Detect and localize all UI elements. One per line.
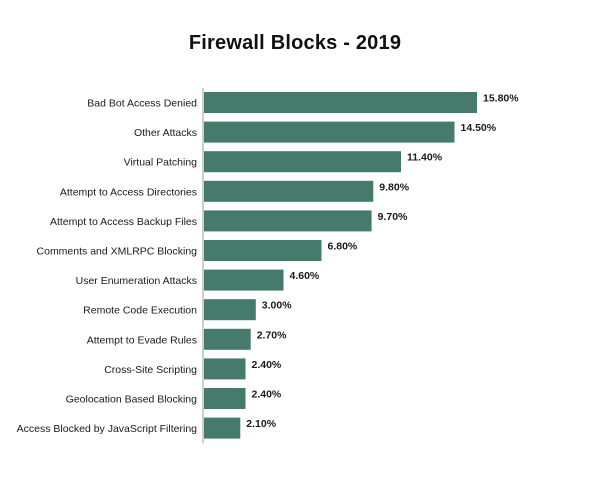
- bar: [204, 210, 372, 232]
- value-label: 6.80%: [328, 241, 358, 253]
- value-label: 2.70%: [257, 329, 287, 341]
- category-label: Geolocation Based Blocking: [66, 394, 197, 406]
- category-label: Virtual Patching: [124, 157, 198, 169]
- value-label: 2.40%: [252, 359, 282, 371]
- category-label: Attempt to Evade Rules: [87, 334, 197, 346]
- category-label: User Enumeration Attacks: [76, 275, 197, 287]
- value-label: 11.40%: [407, 152, 443, 164]
- bar: [204, 92, 477, 113]
- value-label: 9.70%: [378, 211, 408, 223]
- category-label: Bad Bot Access Denied: [87, 98, 197, 110]
- bar: [204, 358, 246, 380]
- bar: [204, 417, 241, 439]
- value-label: 14.50%: [461, 122, 497, 134]
- category-label: Remote Code Execution: [83, 305, 197, 317]
- bar: [204, 328, 251, 350]
- value-label: 15.80%: [483, 93, 519, 105]
- category-label: Attempt to Access Backup Files: [50, 216, 197, 228]
- bar: [204, 180, 374, 202]
- bar: [204, 240, 322, 261]
- bar: [204, 388, 246, 409]
- category-label: Comments and XMLRPC Blocking: [37, 246, 198, 258]
- category-label: Attempt to Access Directories: [60, 186, 197, 198]
- bar: [204, 121, 455, 143]
- value-label: 4.60%: [290, 270, 320, 282]
- category-label: Access Blocked by JavaScript Filtering: [17, 423, 197, 435]
- bar: [204, 151, 401, 173]
- chart-title: Firewall Blocks - 2019: [188, 32, 402, 54]
- value-label: 9.80%: [379, 181, 409, 193]
- bar: [204, 269, 284, 291]
- category-label: Other Attacks: [134, 127, 197, 139]
- bar: [204, 299, 256, 321]
- value-label: 2.40%: [252, 389, 282, 401]
- value-label: 2.10%: [246, 418, 276, 430]
- category-label: Cross-Site Scripting: [104, 364, 197, 376]
- value-label: 3.00%: [262, 300, 292, 312]
